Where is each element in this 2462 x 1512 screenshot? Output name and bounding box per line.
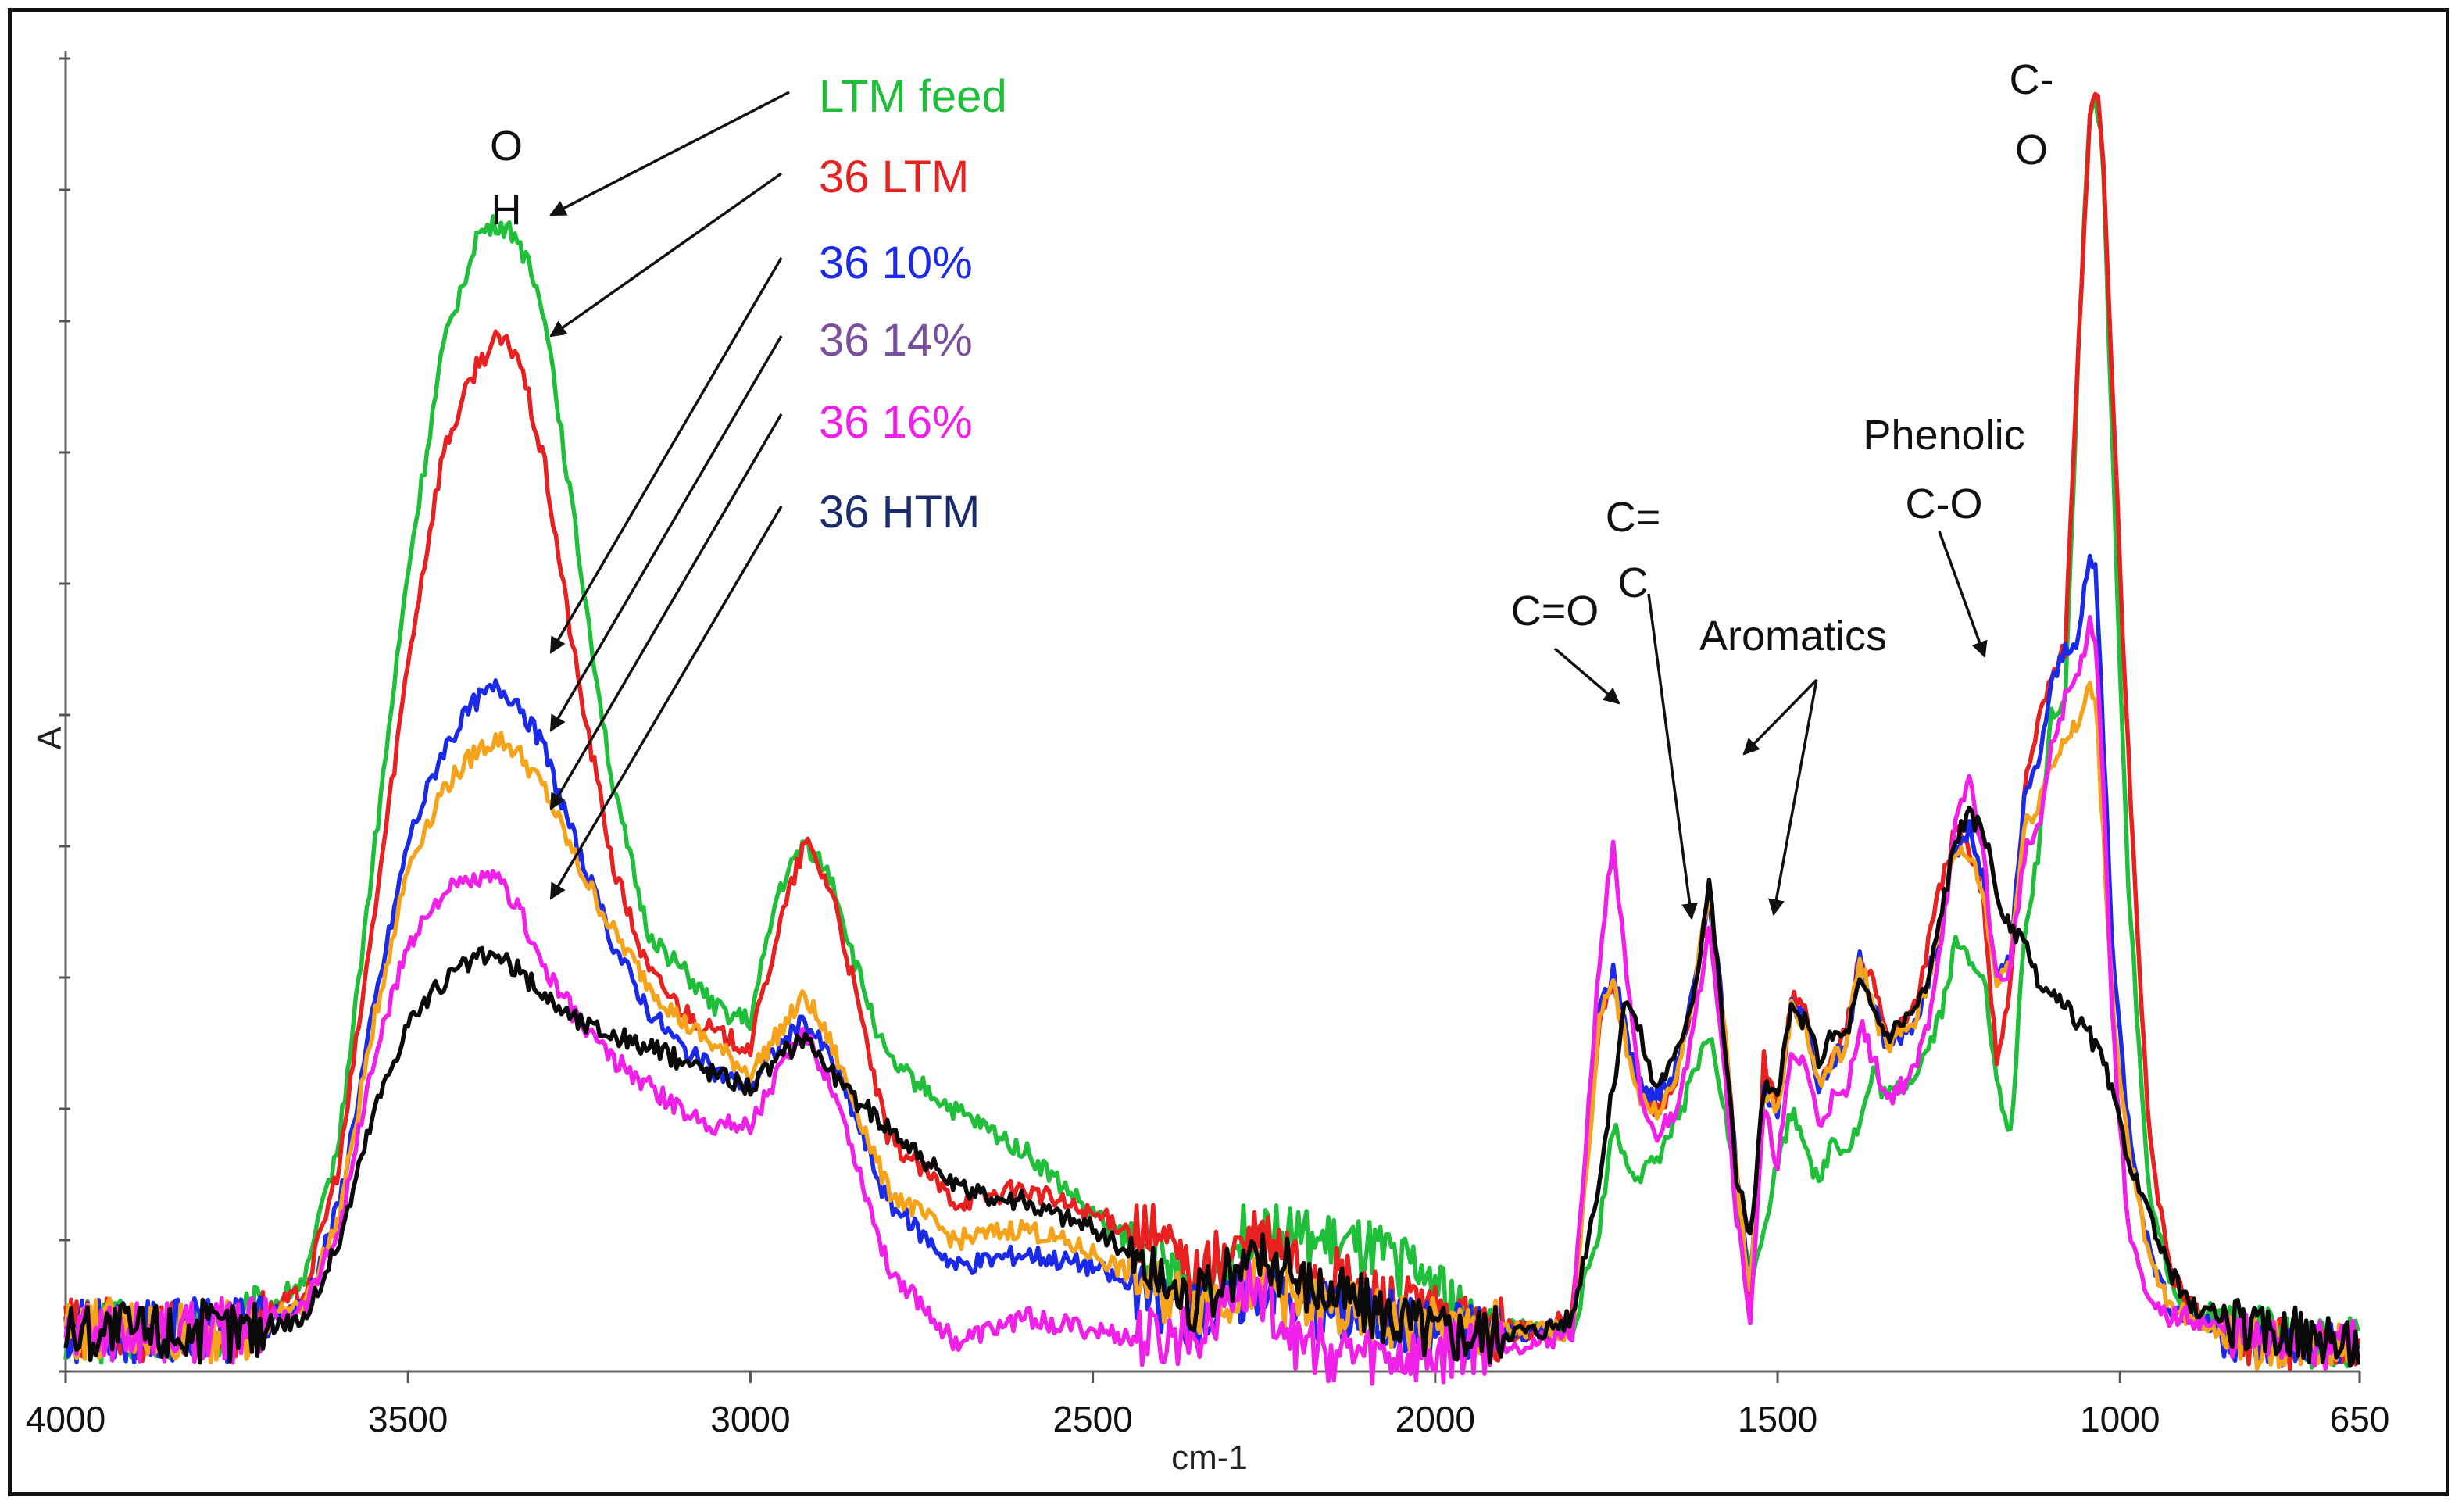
annotation-label: C= (1606, 494, 1661, 541)
legend-label: 36 14% (819, 315, 973, 366)
annotation-label: C (1618, 559, 1649, 606)
x-tick-label: 3500 (368, 1399, 448, 1439)
annotation-label: O (490, 123, 523, 170)
legend: LTM feed 36 LTM 36 10% 36 14% 36 16% 36 HTM (819, 71, 1007, 538)
legend-label: LTM feed (819, 71, 1007, 122)
annotation-arrows (549, 91, 1988, 920)
annotation-arrow (1938, 531, 1988, 658)
series-line-ltm-feed (63, 96, 2360, 1370)
annotation-arrow (549, 172, 783, 338)
x-tick-label: 1000 (2080, 1399, 2160, 1439)
x-axis-label: cm-1 (1171, 1439, 1248, 1477)
axes: 4000 3500 3000 2500 2000 1500 1000 650 (26, 51, 2390, 1439)
x-tick-label: 2500 (1052, 1399, 1132, 1439)
annotation-arrow (549, 413, 783, 810)
legend-label: 36 LTM (819, 152, 969, 202)
annotation-label: O (2015, 127, 2048, 173)
x-tick-label: 1500 (1738, 1399, 1817, 1439)
y-axis-label: A (30, 727, 69, 750)
x-tick-label: 3000 (710, 1399, 790, 1439)
annotation-label: C-O (1906, 481, 1983, 527)
x-tick-label: 2000 (1395, 1399, 1475, 1439)
x-tick-label: 4000 (26, 1399, 105, 1439)
annotation-label: H (491, 187, 522, 234)
annotation-arrow (1742, 678, 1818, 756)
annotation-arrow (549, 506, 783, 900)
annotation-label: Aromatics (1699, 613, 1887, 659)
series-line-36-htm (63, 806, 2360, 1368)
annotation-arrow (1553, 647, 1620, 705)
annotation-arrow (1647, 593, 1698, 920)
annotation-label: C=O (1511, 588, 1599, 634)
annotation-arrow (549, 91, 790, 216)
series-lines (63, 91, 2360, 1386)
series-line-36-ltm (63, 91, 2360, 1371)
x-tick-label: 650 (2330, 1399, 2390, 1439)
annotation-arrow (549, 335, 783, 732)
legend-label: 36 HTM (819, 487, 980, 538)
annotation-arrow (549, 257, 783, 654)
legend-label: 36 10% (819, 238, 973, 288)
legend-label: 36 16% (819, 397, 973, 448)
annotation-arrow (1768, 679, 1818, 917)
series-line-36-10- (63, 553, 2360, 1370)
annotation-label: C- (2010, 56, 2054, 103)
chart-frame (8, 8, 2449, 1496)
annotation-label: Phenolic (1863, 412, 2024, 459)
